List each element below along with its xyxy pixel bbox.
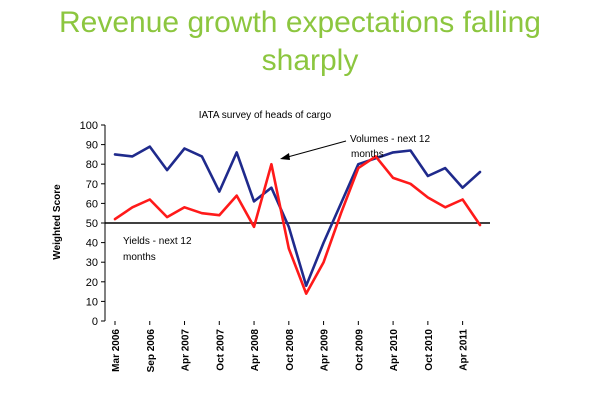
series-line-volumes [113, 145, 482, 288]
slide-title-line-1: Revenue growth expectations falling [59, 6, 541, 39]
y-tick-label: 80 [86, 159, 98, 171]
annotation-volumes-arrowhead [280, 153, 290, 160]
annotation-volumes: Volumes - next 12 months [280, 134, 430, 160]
x-tick-label: Oct 2007 [215, 329, 226, 371]
x-tick-label: Apr 2010 [389, 329, 400, 372]
slide-title: Revenue growth expectations falling shar… [0, 4, 600, 80]
y-axis: 0 10 20 30 40 50 60 70 80 90 100 [80, 120, 106, 328]
annotation-yields-line-2: months [123, 252, 156, 263]
x-tick-label: Apr 2007 [181, 329, 192, 372]
x-tick-label: Apr 2011 [459, 329, 470, 371]
x-tick-label: Oct 2010 [424, 329, 435, 371]
x-tick-label: Apr 2008 [250, 329, 261, 372]
y-tick-label: 0 [92, 316, 98, 328]
y-tick-label: 50 [86, 218, 98, 230]
x-tick-label: Sep 2006 [146, 329, 157, 373]
y-axis-label: Weighted Score [52, 184, 63, 260]
y-tick-label: 40 [86, 238, 98, 250]
annotation-yields-line-1: Yields - next 12 [123, 236, 192, 247]
annotation-volumes-arrow [283, 140, 347, 159]
y-tick-label: 60 [86, 198, 98, 210]
x-tick-label: Apr 2009 [320, 329, 331, 372]
y-tick-label: 70 [86, 179, 98, 191]
x-tick-label: Mar 2006 [111, 329, 122, 372]
y-tick-label: 20 [86, 277, 98, 289]
y-tick-label: 30 [86, 257, 98, 269]
slide-title-line-2: sharply [261, 44, 359, 77]
x-tick-label: Oct 2009 [354, 329, 365, 371]
annotation-volumes-line-1: Volumes - next 12 [350, 134, 430, 145]
y-tick-label: 90 [86, 140, 98, 152]
chart-title: IATA survey of heads of cargo [199, 110, 332, 121]
series-line-yields [113, 155, 482, 295]
annotation-volumes-line-2: months [351, 149, 384, 160]
x-axis: Mar 2006 Sep 2006 Apr 2007 Oct 2007 Apr 2008… [111, 321, 470, 372]
y-tick-label: 10 [86, 296, 98, 308]
y-tick-label: 100 [80, 120, 98, 132]
annotation-yields: Yields - next 12 months [123, 236, 192, 263]
series-layer [113, 145, 482, 295]
x-tick-label: Oct 2008 [285, 329, 296, 371]
